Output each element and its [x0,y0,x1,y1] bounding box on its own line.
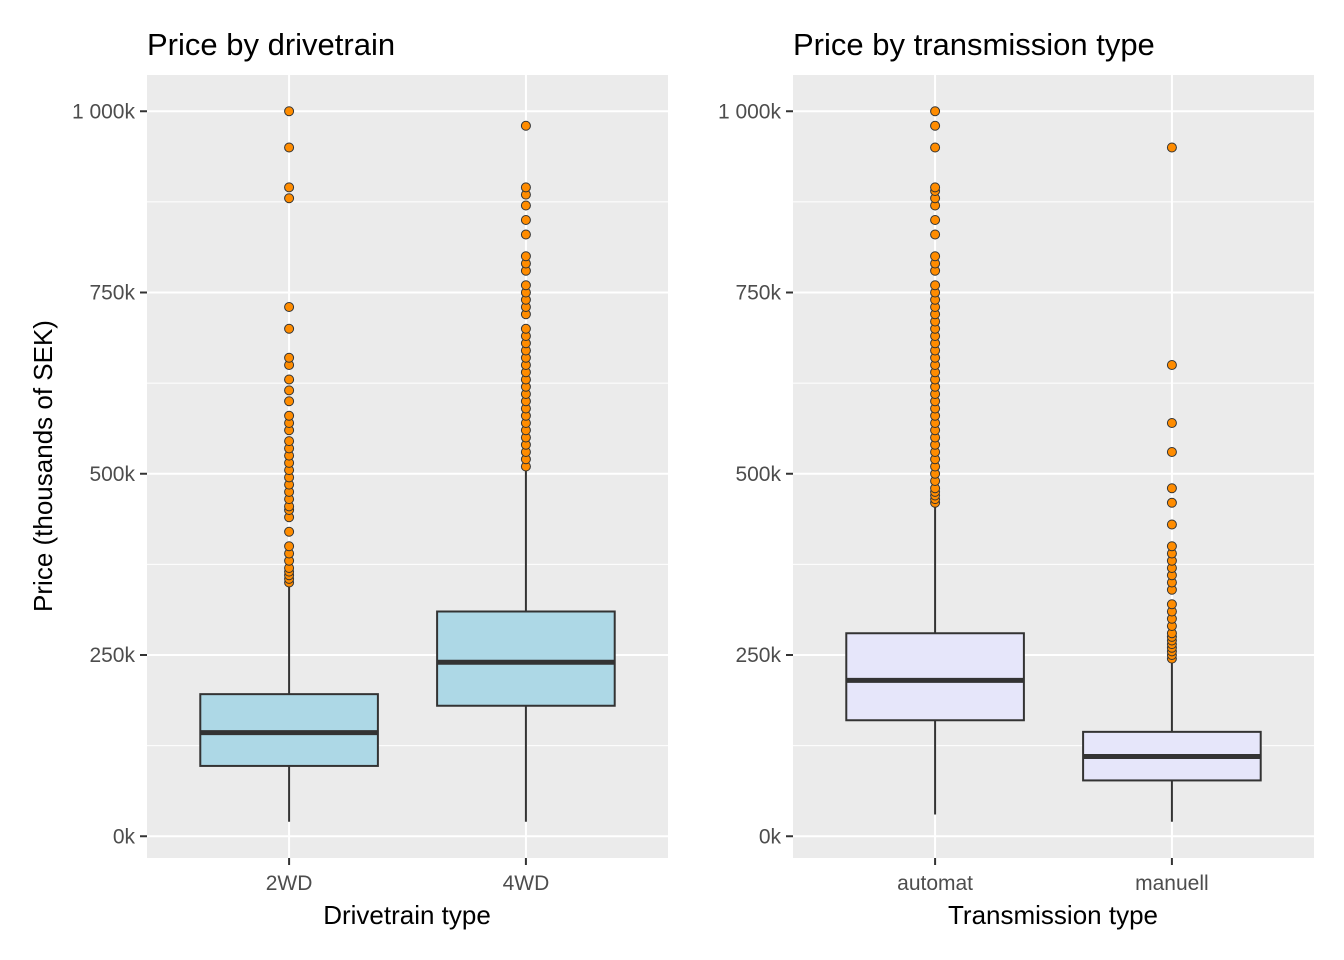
box-layer [845,106,1262,822]
outlier-point [520,200,531,211]
x-tick-label: 4WD [503,872,550,895]
outlier-point [1166,519,1177,530]
outlier-point [1166,447,1177,457]
outlier-point [930,251,941,262]
y-tick-label: 750k [89,282,135,305]
outlier-point [1166,541,1177,552]
outlier-point [1166,142,1177,153]
gridlines [793,75,1314,858]
box-4wd [436,120,616,822]
y-tick-label: 250k [735,644,781,667]
box-2wd [199,106,379,822]
y-axis: 0k 250k 500k 750k 1 000k [718,100,793,848]
box-automat [845,106,1025,815]
outlier-point [284,193,295,204]
plot-background [793,75,1314,858]
outlier-point [1166,483,1177,494]
box-iqr [845,632,1025,722]
outlier-point [520,251,531,262]
y-axis-title: Price (thousands of SEK) [28,320,58,612]
outlier-point [284,436,295,447]
box-layer [199,106,616,822]
outlier-point [284,541,295,552]
x-tick-label: manuell [1135,872,1209,895]
box-iqr [436,610,616,707]
y-axis: 0k 250k 500k 750k 1 000k [72,100,147,848]
outlier-point [930,182,941,193]
box-iqr [199,693,379,767]
outlier-point [1166,599,1177,610]
x-axis: automat manuell [897,858,1209,895]
outlier-point [1166,360,1177,370]
y-tick-label: 1 000k [72,100,136,123]
outlier-point [930,142,941,153]
y-tick-label: 750k [735,282,781,305]
outlier-point [520,323,531,334]
outlier-point [930,106,941,117]
outlier-point [284,106,295,117]
outlier-point [284,323,295,334]
outlier-point [284,410,295,421]
outlier-point [284,396,295,407]
outlier-point [520,229,531,240]
chart-title: Price by transmission type [793,27,1155,62]
outlier-point [1166,418,1177,428]
outlier-point [520,215,531,225]
outlier-point [930,280,941,291]
outlier-point [284,352,295,363]
outlier-point [930,229,941,240]
outlier-point [284,385,295,396]
outlier-point [284,142,295,153]
outlier-point [520,120,531,131]
outlier-point [284,302,295,312]
y-tick-label: 500k [89,463,135,486]
x-axis: 2WD 4WD [266,858,549,895]
outlier-point [520,280,531,291]
panel-transmission: Price by transmission type 0k 250k 500k 750… [718,27,1314,930]
y-tick-label: 250k [89,644,135,667]
outlier-point [284,374,295,385]
x-axis-title: Drivetrain type [323,900,491,930]
outlier-point [284,526,295,537]
panel-drivetrain: Price by drivetrain 0k 250k 500k 750k 1 000k… [28,27,668,930]
outlier-point [1166,497,1177,508]
y-tick-label: 0k [113,825,136,848]
x-tick-label: 2WD [266,872,313,895]
x-axis-title: Transmission type [948,900,1158,930]
chart-title: Price by drivetrain [147,27,395,62]
outlier-point [284,182,295,193]
outlier-point [520,182,531,193]
y-tick-label: 500k [735,463,781,486]
box-manuell [1082,142,1262,822]
y-tick-label: 1 000k [718,100,782,123]
outlier-point [930,215,941,225]
outlier-point [930,120,941,131]
x-tick-label: automat [897,872,973,895]
y-tick-label: 0k [759,825,782,848]
